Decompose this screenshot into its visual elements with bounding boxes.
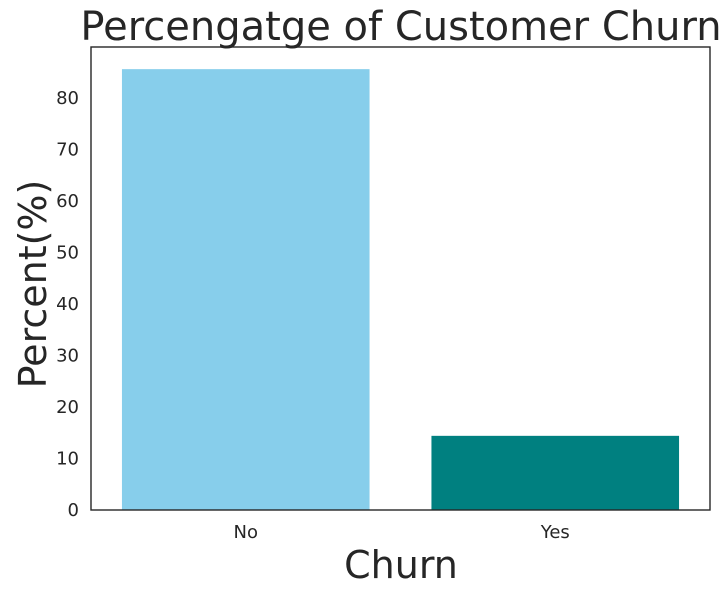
chart-title: Percengatge of Customer Churn — [80, 4, 721, 50]
x-tick-label: Yes — [540, 522, 570, 543]
y-tick-label: 30 — [56, 345, 79, 366]
y-tick-label: 40 — [56, 294, 79, 315]
bars — [121, 69, 680, 510]
x-tick-label: No — [234, 522, 258, 543]
x-axis-label: Churn — [344, 543, 458, 587]
x-axis-ticks: No Yes — [234, 522, 570, 543]
y-tick-label: 60 — [56, 191, 79, 212]
y-axis-ticks: 0 10 20 30 40 50 60 70 80 — [56, 88, 79, 521]
bar-no — [121, 69, 370, 510]
y-tick-label: 10 — [56, 448, 79, 469]
y-axis-label: Percent(%) — [11, 180, 55, 389]
y-tick-label: 0 — [68, 500, 79, 521]
y-tick-label: 20 — [56, 397, 79, 418]
y-tick-label: 70 — [56, 139, 79, 160]
bar-yes — [431, 435, 680, 510]
y-tick-label: 50 — [56, 242, 79, 263]
plot-frame — [90, 46, 711, 511]
y-tick-label: 80 — [56, 88, 79, 109]
